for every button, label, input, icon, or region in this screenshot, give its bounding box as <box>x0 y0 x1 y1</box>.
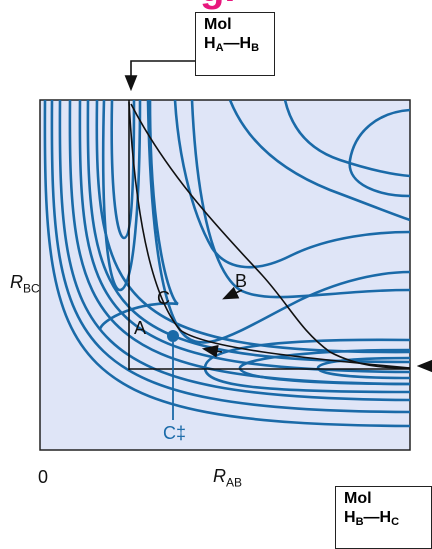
molecule-box-ab: Mol HA—HB <box>195 12 275 76</box>
contour-line <box>78 100 410 374</box>
path-label-b: B <box>235 271 248 291</box>
origin-label: 0 <box>38 467 49 487</box>
contour-line <box>203 338 410 394</box>
reaction-paths <box>128 101 411 369</box>
contour-line <box>238 348 410 386</box>
transition-state-dot <box>167 330 179 342</box>
arrow-path-b <box>222 286 243 300</box>
contour-line <box>173 100 410 269</box>
contour-line <box>98 100 179 331</box>
molecule-box-ab-title: Mol <box>204 16 232 33</box>
path-label-a: A <box>134 318 147 338</box>
contour-line <box>146 100 410 344</box>
contour-line <box>43 100 410 428</box>
path-b <box>130 103 411 369</box>
contour-line <box>101 100 142 292</box>
title-fragment: g. <box>200 0 236 11</box>
contour-line <box>348 108 410 198</box>
contour-line <box>228 100 410 222</box>
y-axis-label: RBC <box>10 272 40 296</box>
molecule-box-bc: Mol HB—HC <box>335 486 432 549</box>
molecule-box-bc-title: Mol <box>344 490 372 507</box>
contour-line <box>50 100 410 414</box>
transition-state-label: C‡ <box>163 423 187 443</box>
path-label-c: C <box>157 288 170 308</box>
contour-line <box>95 100 410 354</box>
contour-line <box>86 100 410 364</box>
contour-line <box>58 100 410 402</box>
contour-line <box>316 356 410 380</box>
contour-line <box>190 100 410 299</box>
path-a <box>128 101 411 369</box>
molecule-box-bc-formula: HB—HC <box>344 509 400 528</box>
contour-line <box>283 100 410 178</box>
entry-arrow-top <box>124 60 195 92</box>
x-axis-label: RAB <box>213 466 243 490</box>
arrow-path-a <box>201 344 223 358</box>
molecule-box-ab-formula: HA—HB <box>204 35 260 54</box>
